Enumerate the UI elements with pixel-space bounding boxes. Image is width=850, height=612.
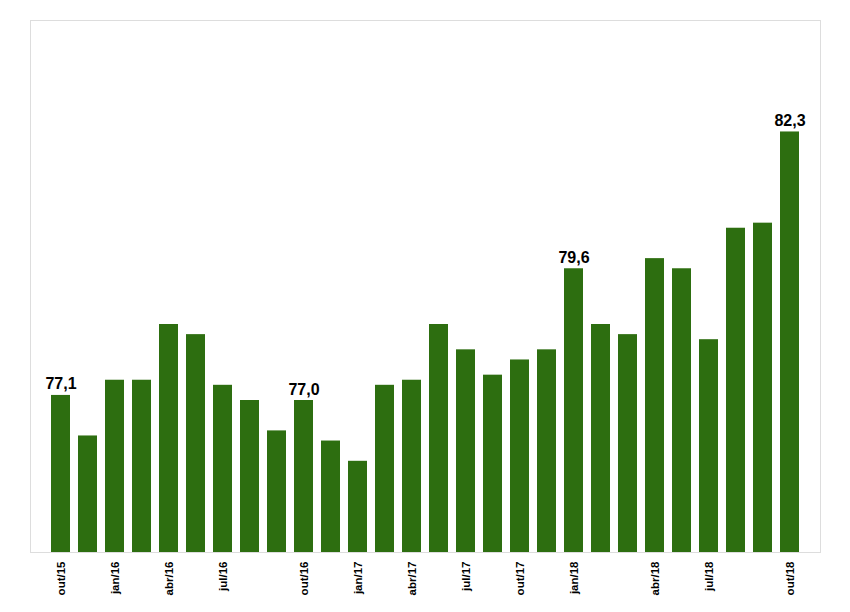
svg-text:out/16: out/16 <box>298 562 310 596</box>
svg-text:out/17: out/17 <box>514 562 526 596</box>
svg-text:jan/18: jan/18 <box>568 561 580 595</box>
svg-text:jul/18: jul/18 <box>703 561 715 592</box>
svg-text:abr/17: abr/17 <box>406 562 418 596</box>
svg-text:79,6: 79,6 <box>558 249 589 266</box>
svg-text:82,3: 82,3 <box>774 112 805 129</box>
svg-text:jul/17: jul/17 <box>460 562 472 592</box>
svg-text:out/18: out/18 <box>784 561 796 595</box>
svg-text:jan/17: jan/17 <box>352 562 364 596</box>
svg-text:77,1: 77,1 <box>45 375 76 392</box>
svg-text:abr/18: abr/18 <box>649 561 661 595</box>
svg-text:77,0: 77,0 <box>288 381 319 398</box>
svg-text:jan/16: jan/16 <box>109 562 121 596</box>
svg-text:out/15: out/15 <box>55 561 67 595</box>
svg-text:abr/16: abr/16 <box>163 562 175 596</box>
svg-text:jul/16: jul/16 <box>217 562 229 592</box>
